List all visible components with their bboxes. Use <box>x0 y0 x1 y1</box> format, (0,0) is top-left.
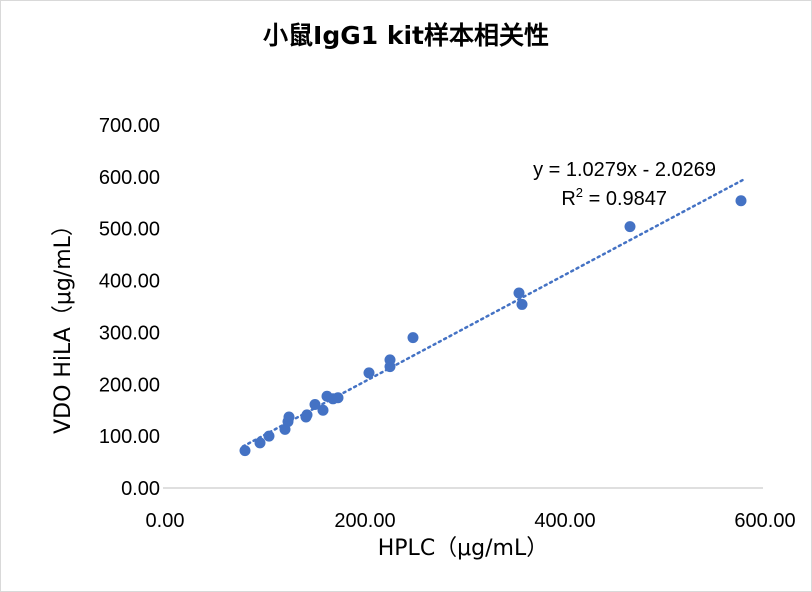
y-tick-label: 100.00 <box>99 426 160 448</box>
r2-suffix: = 0.9847 <box>583 188 667 210</box>
x-tick-labels: 0.00 200.00 400.00 600.00 <box>146 510 796 532</box>
r2-superscript: 2 <box>576 185 583 200</box>
x-tick-label: 600.00 <box>734 510 795 532</box>
x-axis-title: HPLC（μg/mL） <box>378 536 549 561</box>
x-tick-label: 0.00 <box>146 510 185 532</box>
data-point <box>407 332 419 344</box>
data-point <box>384 354 396 366</box>
chart-title: 小鼠IgG1 kit样本相关性 <box>263 21 549 50</box>
y-axis-title: VDO HiLA（μg/mL） <box>51 214 76 434</box>
r2-prefix: R <box>561 188 575 210</box>
data-point <box>363 367 375 379</box>
data-point <box>317 404 329 416</box>
data-point <box>513 287 525 299</box>
data-point <box>309 399 321 411</box>
data-point <box>301 409 313 421</box>
data-points <box>239 195 747 457</box>
data-point <box>254 437 266 449</box>
y-tick-label: 700.00 <box>99 115 160 137</box>
y-tick-label: 0.00 <box>121 478 160 500</box>
y-tick-label: 200.00 <box>99 374 160 396</box>
y-tick-label: 500.00 <box>99 219 160 241</box>
trendline <box>241 178 745 448</box>
y-tick-label: 400.00 <box>99 271 160 293</box>
y-tick-label: 300.00 <box>99 322 160 344</box>
data-point <box>332 392 344 404</box>
y-tick-label: 600.00 <box>99 167 160 189</box>
data-point <box>263 430 275 442</box>
trendline-group <box>241 178 745 448</box>
y-tick-labels: 0.00 100.00 200.00 300.00 400.00 500.00 600.00… <box>99 115 160 500</box>
data-point <box>516 298 528 310</box>
x-tick-label: 400.00 <box>534 510 595 532</box>
data-point <box>239 445 251 457</box>
data-point <box>624 221 636 233</box>
x-tick-label: 200.00 <box>334 510 395 532</box>
trendline-equation: y = 1.0279x - 2.0269 <box>533 159 716 181</box>
data-point <box>735 195 747 207</box>
data-point <box>283 411 295 423</box>
trendline-r-squared: R2 = 0.9847 <box>561 185 667 210</box>
